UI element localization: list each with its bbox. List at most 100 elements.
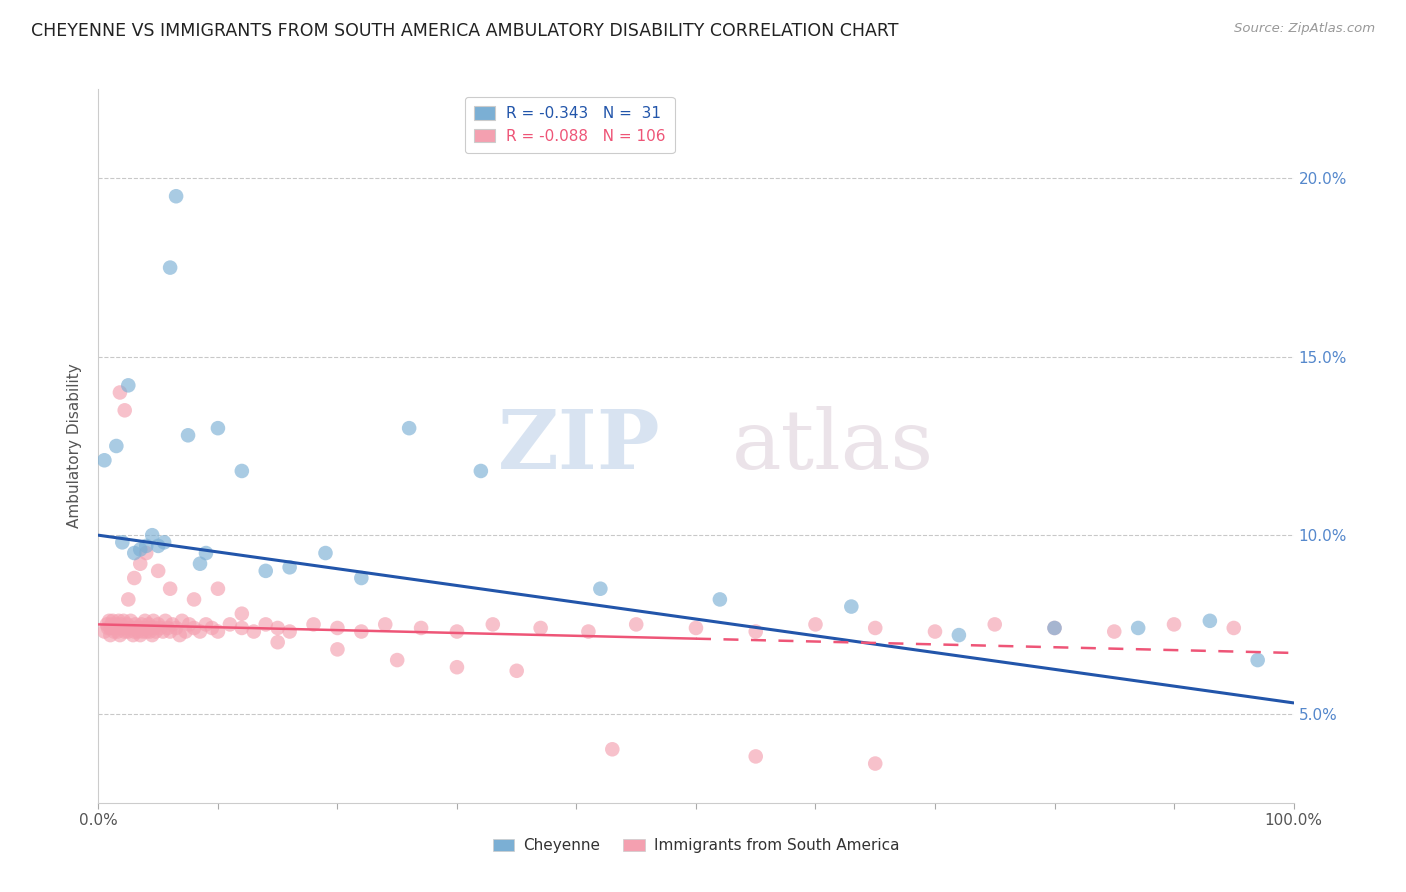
Point xyxy=(135,624,157,639)
Point xyxy=(122,628,145,642)
Point xyxy=(148,564,170,578)
Point xyxy=(174,624,197,639)
Point xyxy=(177,428,200,442)
Point xyxy=(107,624,129,639)
Point xyxy=(104,621,127,635)
Point xyxy=(124,624,146,639)
Point xyxy=(179,617,201,632)
Point xyxy=(278,560,301,574)
Point xyxy=(195,617,218,632)
Point xyxy=(129,628,152,642)
Point xyxy=(1199,614,1222,628)
Point xyxy=(153,535,176,549)
Point xyxy=(124,571,146,585)
Point xyxy=(112,614,135,628)
Point xyxy=(159,260,181,275)
Point xyxy=(159,582,181,596)
Point xyxy=(97,621,120,635)
Point xyxy=(183,592,205,607)
Point xyxy=(745,749,768,764)
Point xyxy=(141,528,163,542)
Point xyxy=(374,617,396,632)
Point xyxy=(101,614,124,628)
Point xyxy=(219,617,242,632)
Point xyxy=(114,624,136,639)
Point xyxy=(207,421,229,435)
Point xyxy=(745,624,768,639)
Point xyxy=(100,617,122,632)
Point xyxy=(138,617,160,632)
Point xyxy=(115,621,138,635)
Point xyxy=(145,624,167,639)
Point xyxy=(108,621,131,635)
Point xyxy=(115,617,138,632)
Point xyxy=(111,535,134,549)
Point xyxy=(243,624,266,639)
Point xyxy=(201,621,224,635)
Point xyxy=(446,624,468,639)
Point xyxy=(1163,617,1185,632)
Point xyxy=(385,653,409,667)
Point xyxy=(124,546,146,560)
Text: ZIP: ZIP xyxy=(498,406,661,486)
Y-axis label: Ambulatory Disability: Ambulatory Disability xyxy=(67,364,83,528)
Point xyxy=(111,621,134,635)
Point xyxy=(108,628,131,642)
Point xyxy=(470,464,492,478)
Point xyxy=(506,664,529,678)
Point xyxy=(117,592,139,607)
Point xyxy=(143,621,166,635)
Point xyxy=(1128,621,1150,635)
Point xyxy=(103,624,125,639)
Point xyxy=(162,617,184,632)
Point xyxy=(709,592,731,607)
Point xyxy=(984,617,1007,632)
Point xyxy=(350,571,373,585)
Legend: Cheyenne, Immigrants from South America: Cheyenne, Immigrants from South America xyxy=(486,832,905,859)
Text: CHEYENNE VS IMMIGRANTS FROM SOUTH AMERICA AMBULATORY DISABILITY CORRELATION CHAR: CHEYENNE VS IMMIGRANTS FROM SOUTH AMERIC… xyxy=(31,22,898,40)
Point xyxy=(135,539,157,553)
Point xyxy=(865,756,887,771)
Point xyxy=(124,617,146,632)
Point xyxy=(188,624,211,639)
Point xyxy=(207,582,229,596)
Point xyxy=(152,624,174,639)
Point xyxy=(93,624,115,639)
Point xyxy=(107,614,129,628)
Point xyxy=(254,617,277,632)
Point xyxy=(804,617,827,632)
Point xyxy=(156,621,179,635)
Point xyxy=(1223,621,1246,635)
Point xyxy=(841,599,863,614)
Point xyxy=(948,628,970,642)
Point xyxy=(135,546,157,560)
Point xyxy=(120,614,142,628)
Point xyxy=(98,614,121,628)
Point xyxy=(139,624,162,639)
Point xyxy=(134,614,156,628)
Point xyxy=(129,557,152,571)
Point xyxy=(350,624,373,639)
Point xyxy=(231,621,253,635)
Text: Source: ZipAtlas.com: Source: ZipAtlas.com xyxy=(1234,22,1375,36)
Point xyxy=(411,621,433,635)
Point xyxy=(207,624,229,639)
Point xyxy=(1104,624,1126,639)
Point xyxy=(172,614,194,628)
Point xyxy=(142,614,165,628)
Point xyxy=(117,624,139,639)
Point xyxy=(108,385,131,400)
Point xyxy=(530,621,553,635)
Point xyxy=(165,189,187,203)
Point xyxy=(155,614,177,628)
Point xyxy=(1043,621,1066,635)
Point xyxy=(129,542,152,557)
Point xyxy=(446,660,468,674)
Point xyxy=(602,742,624,756)
Point xyxy=(254,564,277,578)
Point xyxy=(148,617,170,632)
Point xyxy=(159,624,181,639)
Point xyxy=(578,624,600,639)
Point xyxy=(131,624,153,639)
Point xyxy=(121,621,143,635)
